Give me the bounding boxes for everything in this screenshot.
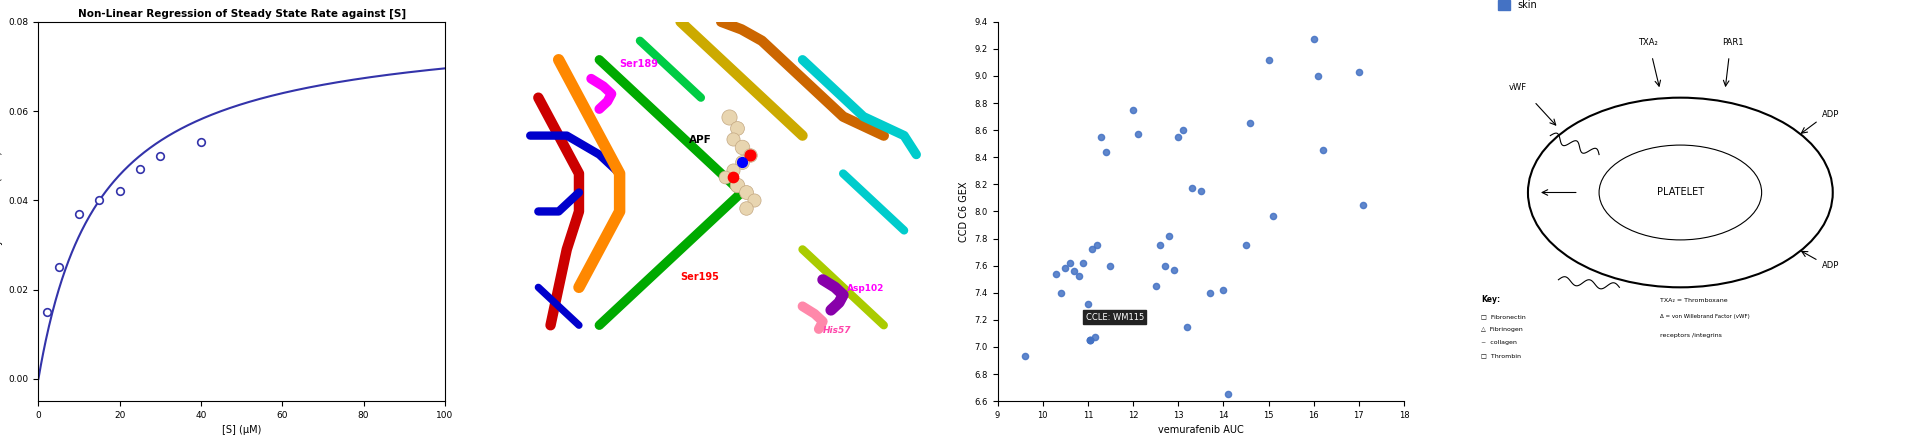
Point (1082, 242, 1113, 249)
Text: CCLE: WM115: CCLE: WM115 (1086, 313, 1144, 322)
Point (1172, 323, 1203, 330)
Point (1072, 300, 1103, 307)
Point (85, 197, 115, 204)
Point (1059, 268, 1090, 275)
Point (723, 125, 753, 132)
Point (719, 136, 750, 143)
Point (1063, 273, 1094, 280)
Point (727, 159, 757, 166)
Text: ADP: ADP (1822, 109, 1839, 119)
Point (727, 143, 757, 150)
Text: □  Fibronectin: □ Fibronectin (1482, 313, 1526, 319)
Point (1303, 72, 1334, 79)
Point (1146, 242, 1176, 249)
Point (104, 188, 135, 195)
Point (1090, 148, 1121, 155)
Point (734, 151, 765, 158)
Text: Asp102: Asp102 (848, 284, 884, 293)
Point (727, 159, 757, 166)
Point (1076, 246, 1107, 253)
Legend: skin: skin (1495, 0, 1541, 14)
Text: APF: APF (688, 135, 711, 145)
Point (1159, 266, 1190, 273)
Point (1230, 242, 1261, 249)
Point (730, 204, 761, 211)
Point (125, 166, 156, 173)
Point (1176, 185, 1207, 192)
X-axis label: vemurafenib AUC: vemurafenib AUC (1157, 426, 1244, 436)
Text: PLATELET: PLATELET (1657, 187, 1705, 198)
Point (1046, 289, 1076, 296)
Point (144, 152, 175, 159)
Point (1194, 289, 1224, 296)
Point (1049, 265, 1080, 272)
Point (723, 181, 753, 188)
Point (713, 113, 744, 120)
Point (709, 174, 740, 181)
Text: TXA₂: TXA₂ (1638, 37, 1657, 47)
Point (1167, 127, 1197, 134)
Point (1074, 337, 1105, 344)
Point (1055, 259, 1086, 266)
Point (44, 264, 75, 271)
X-axis label: [S] (μM): [S] (μM) (221, 426, 261, 436)
Point (1236, 120, 1267, 127)
Point (1297, 36, 1328, 43)
Point (1042, 270, 1072, 277)
Text: ADP: ADP (1822, 261, 1839, 270)
Point (1149, 262, 1180, 269)
Point (738, 197, 769, 204)
Text: △  Fibrinogen: △ Fibrinogen (1482, 327, 1522, 332)
Text: vWF: vWF (1509, 83, 1526, 92)
Point (1069, 259, 1099, 266)
Y-axis label: Steady State Rate (s^-1): Steady State Rate (s^-1) (0, 150, 4, 272)
Point (1122, 131, 1153, 138)
Point (734, 151, 765, 158)
Point (1163, 133, 1194, 140)
Point (1257, 212, 1288, 219)
Point (1080, 334, 1111, 341)
Text: Ser189: Ser189 (619, 59, 659, 69)
Text: His57: His57 (823, 326, 851, 335)
Text: Key:: Key: (1482, 296, 1501, 304)
Point (1213, 391, 1244, 398)
Point (31, 308, 62, 315)
Point (1153, 232, 1184, 239)
Text: Ser195: Ser195 (680, 272, 719, 282)
Point (1009, 353, 1040, 360)
Y-axis label: CCD C6 GEX: CCD C6 GEX (959, 181, 969, 242)
Title: Non-Linear Regression of Steady State Rate against [S]: Non-Linear Regression of Steady State Ra… (77, 8, 406, 18)
Text: □  Thrombin: □ Thrombin (1482, 354, 1520, 358)
Text: TXA₂ = Thromboxane: TXA₂ = Thromboxane (1661, 299, 1728, 303)
Point (1343, 68, 1374, 75)
Text: PAR1: PAR1 (1722, 37, 1743, 47)
Point (1253, 56, 1284, 63)
Point (1086, 133, 1117, 140)
Point (1307, 147, 1338, 154)
Point (1096, 262, 1126, 269)
Point (719, 174, 750, 181)
Point (186, 139, 217, 146)
Point (1074, 337, 1105, 344)
Point (1140, 283, 1170, 290)
Point (1186, 187, 1217, 194)
Text: Δ = von Willebrand Factor (vWF): Δ = von Willebrand Factor (vWF) (1661, 313, 1749, 319)
Text: receptors /integrins: receptors /integrins (1661, 333, 1722, 337)
Point (1119, 106, 1149, 113)
Text: ~  collagen: ~ collagen (1482, 340, 1516, 345)
Point (1347, 201, 1378, 208)
Point (730, 189, 761, 196)
Point (1209, 286, 1240, 293)
Point (63, 210, 94, 217)
Point (719, 166, 750, 173)
